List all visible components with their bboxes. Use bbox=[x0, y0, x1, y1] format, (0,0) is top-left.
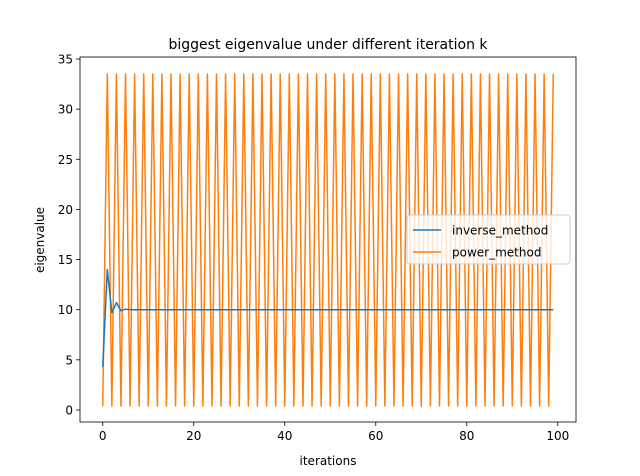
x-tick-label: 100 bbox=[546, 429, 569, 443]
x-tick-label: 60 bbox=[368, 429, 383, 443]
y-tick-label: 30 bbox=[58, 103, 73, 117]
series-line-inverse-method bbox=[102, 268, 554, 367]
x-tick-label: 0 bbox=[99, 429, 107, 443]
y-axis: 0 5 10 15 20 25 30 35 bbox=[58, 53, 80, 417]
legend-box bbox=[406, 214, 571, 265]
x-axis: 0 20 40 60 80 100 bbox=[99, 422, 569, 443]
x-tick-label: 40 bbox=[277, 429, 292, 443]
y-tick-label: 25 bbox=[58, 153, 73, 167]
x-axis-label: iterations bbox=[300, 454, 357, 468]
legend-label-power-method: power_method bbox=[452, 246, 541, 260]
y-tick-label: 10 bbox=[58, 303, 73, 317]
y-axis-label: eigenvalue bbox=[33, 207, 47, 273]
x-tick-label: 80 bbox=[459, 429, 474, 443]
y-tick-label: 20 bbox=[58, 203, 73, 217]
y-tick-label: 5 bbox=[65, 353, 73, 367]
plot-frame bbox=[79, 56, 577, 423]
chart-title: biggest eigenvalue under different itera… bbox=[168, 37, 488, 53]
y-tick-label: 0 bbox=[65, 403, 73, 417]
legend: inverse_method power_method bbox=[406, 214, 571, 265]
legend-label-inverse-method: inverse_method bbox=[452, 224, 548, 238]
x-tick-label: 20 bbox=[186, 429, 201, 443]
y-tick-label: 35 bbox=[58, 53, 73, 67]
y-tick-label: 15 bbox=[58, 253, 73, 267]
